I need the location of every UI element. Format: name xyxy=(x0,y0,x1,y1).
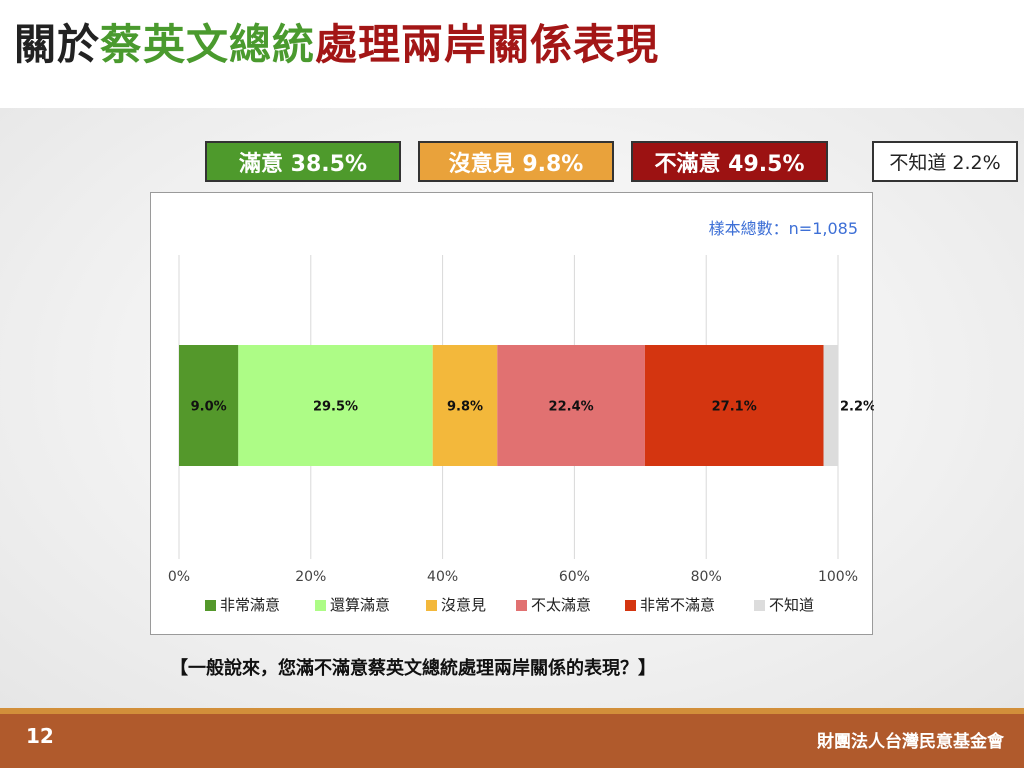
x-tick-label: 0% xyxy=(168,569,190,585)
summary-dissatisfied-box: 不滿意 49.5% xyxy=(631,141,828,182)
summary-satisfied-box: 滿意 38.5% xyxy=(205,141,401,182)
legend-label: 非常滿意 xyxy=(220,596,280,614)
data-label: 27.1% xyxy=(712,400,757,415)
bar-segment xyxy=(238,345,433,466)
bar-segment xyxy=(823,345,838,466)
summary-no-opinion-box: 沒意見 9.8% xyxy=(418,141,614,182)
survey-question: 【一般說來，您滿不滿意蔡英文總統處理兩岸關係的表現？】 xyxy=(170,658,656,679)
stacked-bar-chart: 0% 20% 40% 60% 80% 100% 9.0% 29.5% 9.8% 22.4% 27.1… xyxy=(168,255,874,614)
data-label: 29.5% xyxy=(313,400,358,415)
x-tick-label: 80% xyxy=(691,569,722,585)
title-part-1: 關於 xyxy=(14,20,101,69)
legend-swatch xyxy=(625,600,636,611)
x-tick-label: 100% xyxy=(818,569,858,585)
organization-name: 財團法人台灣民意基金會 xyxy=(817,732,1004,752)
data-label: 9.8% xyxy=(447,400,483,415)
legend-swatch xyxy=(315,600,326,611)
title-part-2: 蔡英文總統 xyxy=(100,20,316,69)
title-part-3: 處理兩岸關係表現 xyxy=(315,20,660,69)
legend-label: 還算滿意 xyxy=(330,596,390,614)
data-label: 2.2% xyxy=(840,400,874,415)
bar-segment xyxy=(179,345,239,466)
bar-segment xyxy=(497,345,645,466)
legend-swatch xyxy=(754,600,765,611)
legend-label: 非常不滿意 xyxy=(640,596,715,614)
data-label: 9.0% xyxy=(191,400,227,415)
legend-swatch xyxy=(516,600,527,611)
data-label: 22.4% xyxy=(549,400,594,415)
bar-segment xyxy=(432,345,498,466)
bar-segment xyxy=(644,345,824,466)
slide-title: 關於蔡英文總統處理兩岸關係表現 xyxy=(14,20,660,69)
summary-dont-know-box: 不知道 2.2% xyxy=(872,141,1018,182)
sample-size-note: 樣本總數：n=1,085 xyxy=(708,219,858,238)
page-number: 12 xyxy=(26,724,54,748)
legend-label: 沒意見 xyxy=(441,596,486,614)
legend-swatch xyxy=(426,600,437,611)
chart-panel: 樣本總數：n=1,085 0% 20% 40% 60% 80% 100% 9.0% 29.5%… xyxy=(150,192,874,635)
legend-label: 不太滿意 xyxy=(531,596,591,614)
footer-bar xyxy=(0,708,1024,768)
x-tick-label: 40% xyxy=(427,569,458,585)
x-tick-label: 60% xyxy=(559,569,590,585)
x-tick-label: 20% xyxy=(295,569,326,585)
legend-swatch xyxy=(205,600,216,611)
legend-label: 不知道 xyxy=(769,596,814,614)
